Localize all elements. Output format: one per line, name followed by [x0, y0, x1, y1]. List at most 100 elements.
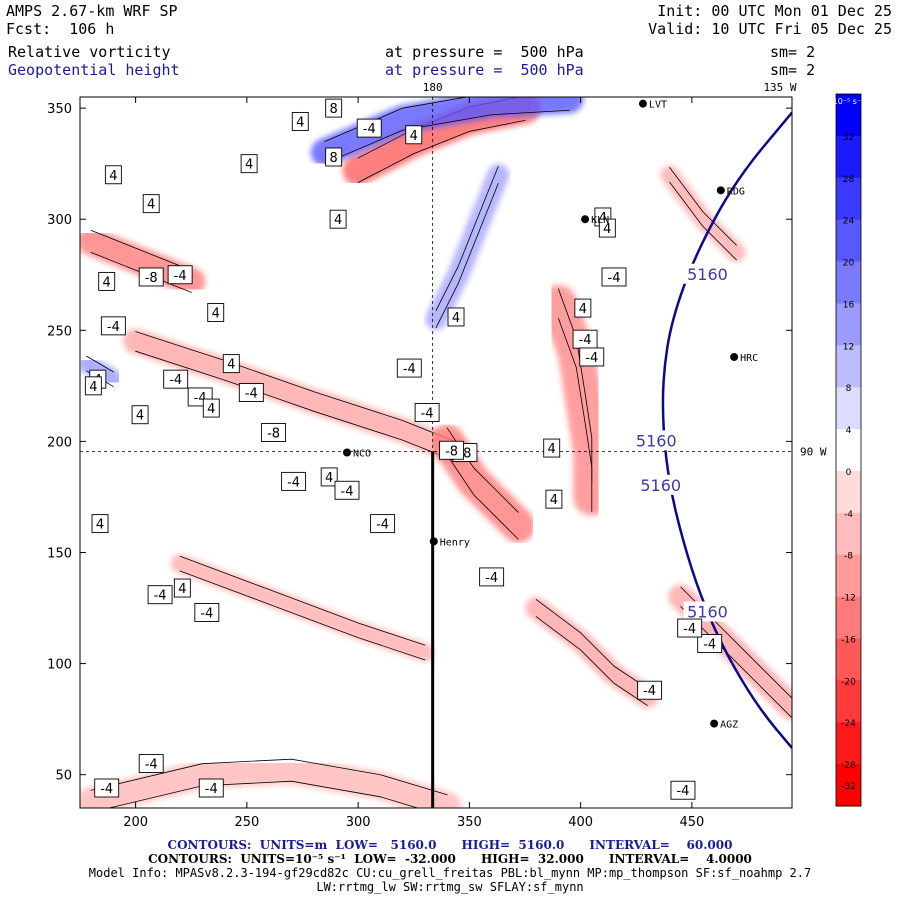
vorticity-contour-label: 4 [325, 471, 333, 486]
colorbar-cell [836, 596, 861, 639]
colorbar-cell [836, 722, 861, 765]
init-time: Init: 00 UTC Mon 01 Dec 25 [657, 2, 892, 20]
vorticity-label-box [396, 358, 422, 378]
model-info: Model Info: MPASv8.2.3-194-gf29cd82c CU:… [88, 866, 812, 880]
vorticity-label-box [598, 218, 616, 238]
height-label-bg [683, 263, 732, 284]
height-contours-info: CONTOURS: UNITS=m LOW= 5160.0 HIGH= 5160… [167, 838, 733, 852]
vorticity-label-box [579, 347, 605, 367]
vorticity-contour-line [86, 355, 114, 373]
colorbar-cell [836, 470, 861, 514]
vorticity-label-box [405, 125, 423, 145]
y-tick-label: 250 [47, 324, 72, 339]
vorticity-label-box [479, 567, 505, 587]
colorbar-cell [836, 261, 861, 304]
station-marker [638, 99, 647, 108]
vorticity-label-box [545, 489, 563, 509]
colorbar-tick-label: -20 [841, 677, 856, 687]
vorticity-contour-line [435, 182, 499, 329]
plot-frame [79, 96, 793, 809]
vorticity-label-box [207, 303, 225, 322]
colorbar-tick-label: 24 [843, 217, 855, 227]
vorticity-contour-label: -4 [174, 269, 187, 284]
vorticity-contour-line [179, 555, 426, 646]
station-marker [792, 566, 800, 574]
vorticity-contour-label: 4 [548, 442, 556, 457]
field1-name: Relative vorticity [8, 43, 171, 61]
vorticity-contour-line [435, 165, 499, 312]
field2-name: Geopotential height [8, 61, 180, 79]
colorbar-cell [836, 303, 861, 346]
vorticity-contour-label: 4 [296, 115, 304, 130]
colorbar-cell [836, 512, 861, 556]
vorticity-label-box [670, 780, 696, 800]
station-marker [429, 537, 438, 546]
station-label: AGZ [720, 720, 738, 731]
vorticity-contour-label: -4 [703, 638, 716, 653]
vorticity-label-box [677, 618, 703, 638]
vorticity-label-box [329, 209, 347, 229]
x-tick-label: 400 [568, 815, 593, 830]
vorticity-contour-line [680, 606, 792, 719]
vorticity-contour-label: -8 [145, 271, 158, 286]
station-marker [343, 448, 351, 457]
vorticity-contour-label: -4 [341, 484, 354, 499]
height-label-bg [636, 474, 685, 495]
vorticity-label-box [222, 354, 240, 374]
vorticity-contour-label: 4 [334, 213, 342, 228]
vorticity-band-fill [425, 163, 510, 331]
vorticity-contour-label: -4 [107, 320, 120, 335]
vorticity-contour-label: -4 [421, 407, 434, 422]
colorbar-tick-label: 28 [843, 175, 855, 185]
vorticity-contour-line [135, 331, 459, 444]
vorticity-label-box [91, 514, 109, 534]
station-marker [710, 719, 719, 728]
colorbar-unit-label: 10⁻⁵ s⁻¹ [833, 97, 865, 106]
colorbar-cell [836, 219, 861, 263]
vorticity-contour-label: 4 [178, 582, 186, 597]
vorticity-band-fill [525, 597, 659, 708]
vorticity-contour-label: 4 [603, 222, 611, 237]
vorticity-label-box [138, 754, 164, 774]
field1-smoothing: sm= 2 [770, 43, 816, 61]
colorbar-cell [836, 638, 861, 681]
vorticity-contour-label: -4 [376, 518, 389, 533]
vorticity-contour-label: -4 [608, 271, 621, 286]
plot-area: 516051605160516084-44844444-8-44-44-4-44… [80, 97, 800, 808]
vorticity-contour-label: -4 [287, 475, 300, 490]
colorbar-cell [836, 345, 861, 388]
station-label: RDG [727, 186, 745, 197]
field2-smoothing: sm= 2 [770, 61, 816, 79]
vorticity-contour-line [558, 288, 593, 483]
colorbar-cell [836, 177, 861, 221]
colorbar-tick-label: 12 [843, 342, 854, 352]
x-tick-label: 350 [457, 815, 482, 830]
colorbar-cell [836, 764, 861, 807]
vorticity-contour-line [669, 181, 737, 261]
vorticity-contour-label: 4 [245, 158, 253, 173]
vorticity-label-box [142, 194, 160, 214]
vorticity-label-box [104, 165, 122, 185]
vorticity-contour-label: 4 [410, 129, 418, 144]
station-marker [581, 215, 590, 224]
vorticity-contour-label: -4 [205, 782, 218, 797]
vorticity-contour-label: 4 [207, 402, 215, 417]
station-label: HRC [740, 353, 758, 364]
vorticity-contour-label: -4 [403, 362, 416, 377]
x-tick-label: 300 [346, 815, 371, 830]
vorticity-label-box [370, 514, 396, 534]
colorbar-tick-label: 16 [843, 300, 855, 310]
vorticity-contour-line [90, 229, 192, 271]
x-tick-label: 200 [123, 815, 148, 830]
colorbar-cell [836, 135, 861, 179]
colorbar-cell [836, 429, 861, 472]
colorbar-tick-label: -16 [841, 635, 856, 645]
vorticity-label-box [414, 403, 440, 422]
vorticity-label-box [439, 440, 465, 460]
vorticity-label-box [334, 480, 360, 500]
colorbar-tick-label: -12 [841, 594, 856, 604]
vorticity-label-box [447, 307, 465, 327]
vorticity-contour-label: 4 [579, 302, 587, 317]
colorbar-tick-label: -24 [841, 719, 856, 729]
height-contour-label: 5160 [687, 265, 728, 284]
